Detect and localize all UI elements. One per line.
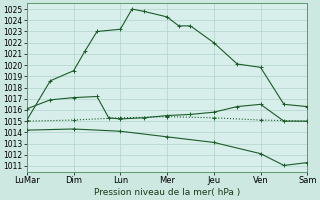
X-axis label: Pression niveau de la mer( hPa ): Pression niveau de la mer( hPa ) bbox=[94, 188, 240, 197]
